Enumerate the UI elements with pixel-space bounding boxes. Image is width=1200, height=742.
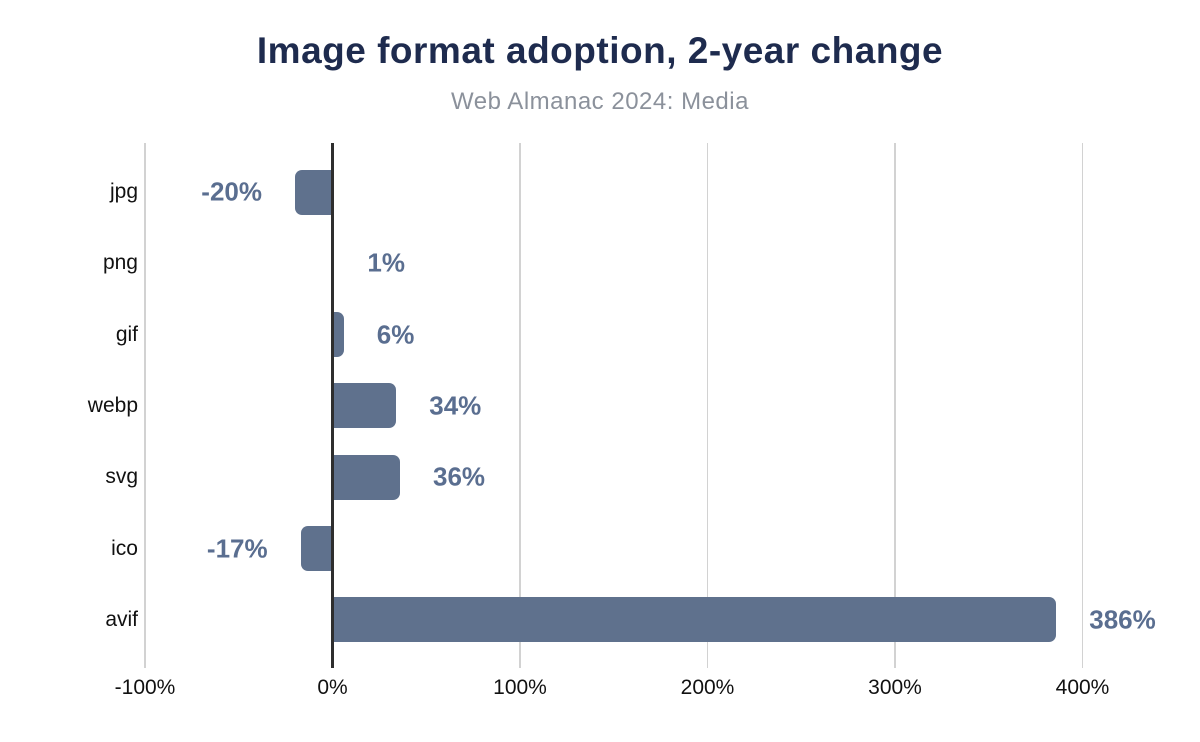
category-label-webp: webp xyxy=(87,393,138,417)
bar-jpg xyxy=(295,169,333,215)
category-label-avif: avif xyxy=(105,607,138,631)
bar-ico xyxy=(300,526,333,572)
data-label-webp: 34% xyxy=(429,390,482,421)
x-tick-label-100%: 100% xyxy=(493,676,547,699)
category-label-ico: ico xyxy=(111,536,138,560)
x-tick-label-0%: 0% xyxy=(317,676,348,699)
data-label-svg: 36% xyxy=(433,461,486,492)
bar-gif xyxy=(332,312,344,358)
x-tick-label-200%: 200% xyxy=(680,676,735,699)
category-label-gif: gif xyxy=(115,322,138,346)
category-label-svg: svg xyxy=(105,465,138,489)
zero-axis-line xyxy=(331,143,334,668)
chart-title: Image format adoption, 2-year change xyxy=(256,30,944,71)
gridline-300% xyxy=(894,143,896,668)
category-label-png: png xyxy=(102,251,138,275)
data-label-png: 1% xyxy=(367,247,405,278)
bar-svg xyxy=(332,454,400,500)
gridline-100% xyxy=(519,143,521,668)
chart-subtitle: Web Almanac 2024: Media xyxy=(451,88,749,115)
gridline--100% xyxy=(144,143,146,668)
x-tick-label--100%: -100% xyxy=(114,676,176,699)
bar-webp xyxy=(332,383,397,429)
data-label-gif: 6% xyxy=(376,319,415,350)
gridline-200% xyxy=(706,143,709,668)
bar-avif xyxy=(332,597,1057,643)
category-label-jpg: jpg xyxy=(109,180,138,203)
gridline-400% xyxy=(1081,143,1084,668)
data-label-ico: -17% xyxy=(206,533,268,564)
data-label-avif: 386% xyxy=(1089,604,1156,635)
x-tick-label-300%: 300% xyxy=(868,676,922,699)
x-tick-label-400%: 400% xyxy=(1055,676,1110,699)
data-label-jpg: -20% xyxy=(201,176,262,207)
